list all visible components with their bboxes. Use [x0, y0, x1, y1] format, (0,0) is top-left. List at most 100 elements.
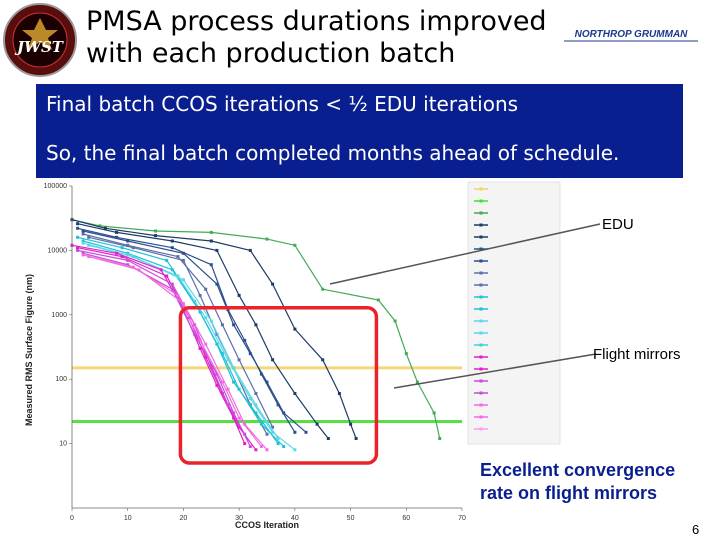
- data-point: [248, 352, 252, 356]
- data-point: [204, 342, 208, 346]
- data-point: [254, 323, 258, 327]
- data-point: [103, 226, 107, 230]
- legend-marker: [479, 331, 483, 335]
- data-point: [159, 268, 163, 272]
- data-point: [87, 243, 91, 247]
- data-point: [209, 319, 213, 323]
- x-tick-label: 40: [291, 515, 299, 522]
- data-point: [226, 403, 230, 407]
- legend-marker: [479, 379, 483, 383]
- data-point: [438, 437, 442, 440]
- data-point: [170, 282, 174, 286]
- data-point: [176, 255, 180, 259]
- data-point: [265, 237, 269, 241]
- data-point: [181, 251, 185, 255]
- data-point: [248, 248, 252, 252]
- legend-marker: [479, 271, 483, 275]
- flight-mirror-highlight-box: [178, 305, 379, 465]
- data-point: [248, 397, 252, 401]
- legend-marker: [479, 247, 483, 251]
- data-point: [237, 293, 241, 297]
- data-point: [81, 232, 85, 236]
- data-point: [87, 255, 91, 259]
- data-point: [209, 263, 213, 267]
- y-tick-label: 10: [59, 441, 67, 448]
- data-point: [209, 364, 213, 368]
- logo-text: JWST: [14, 38, 65, 56]
- chart-svg: 0 10 20 30 40 50 60 70 100000 10000 1000 100 10 CCOS…: [24, 181, 601, 530]
- legend-marker: [479, 295, 483, 299]
- series-line: [88, 236, 268, 435]
- data-point: [265, 448, 269, 452]
- legend-marker: [479, 319, 483, 323]
- data-point: [115, 230, 119, 234]
- convergence-chart: 0 10 20 30 40 50 60 70 100000 10000 1000 100 10 CCOS…: [0, 178, 720, 540]
- data-point: [282, 411, 286, 415]
- data-point: [376, 298, 380, 302]
- data-point: [265, 432, 269, 436]
- legend-marker: [479, 355, 483, 359]
- data-point: [232, 380, 236, 384]
- data-point: [204, 355, 208, 359]
- x-tick-label: 60: [402, 515, 410, 522]
- banner-line-2: So, the final batch completed months ahe…: [46, 141, 620, 165]
- data-point: [76, 248, 80, 252]
- data-point: [304, 430, 308, 434]
- data-point: [215, 383, 219, 387]
- data-point: [232, 411, 236, 415]
- data-point: [248, 445, 252, 448]
- legend-marker: [479, 211, 483, 215]
- data-point: [321, 358, 325, 362]
- data-point: [204, 316, 208, 320]
- data-point: [170, 268, 174, 272]
- data-point: [198, 293, 202, 297]
- data-point: [81, 239, 85, 243]
- data-point: [215, 372, 219, 376]
- data-point: [220, 352, 224, 356]
- data-point: [87, 235, 91, 239]
- data-point: [81, 229, 85, 233]
- data-point: [154, 229, 158, 233]
- data-point: [232, 416, 236, 420]
- data-point: [254, 411, 258, 415]
- banner-line-1: Final batch CCOS iterations < ½ EDU iter…: [46, 92, 519, 116]
- data-point: [282, 445, 286, 448]
- data-point: [271, 430, 275, 434]
- legend-marker: [479, 415, 483, 419]
- northrop-grumman-logo: NORTHROP GRUMMAN: [560, 25, 702, 45]
- legend-marker: [479, 427, 483, 431]
- x-tick-label: 50: [347, 515, 355, 522]
- jwst-logo: JWST: [2, 2, 78, 78]
- data-point: [337, 392, 341, 395]
- data-point: [393, 319, 397, 323]
- legend-marker: [479, 343, 483, 347]
- data-point: [181, 258, 185, 262]
- data-point: [220, 323, 224, 327]
- data-point: [326, 437, 330, 440]
- data-point: [293, 448, 297, 452]
- data-point: [137, 268, 141, 272]
- data-point: [215, 332, 219, 336]
- data-point: [259, 445, 263, 448]
- data-point: [181, 278, 185, 282]
- summary-banner: Final batch CCOS iterations < ½ EDU iter…: [36, 84, 683, 178]
- data-point: [237, 416, 241, 420]
- data-point: [232, 323, 236, 327]
- legend-marker: [479, 307, 483, 311]
- data-point: [76, 226, 80, 230]
- data-point: [120, 255, 124, 259]
- data-point: [243, 422, 247, 426]
- legend-marker: [479, 259, 483, 263]
- series-line: [77, 223, 329, 439]
- data-point: [176, 293, 180, 297]
- edu-callout-line: [329, 223, 601, 285]
- data-point: [349, 422, 353, 426]
- series-line: [77, 247, 257, 451]
- data-point: [243, 338, 247, 342]
- data-point: [293, 327, 297, 331]
- data-point: [237, 425, 241, 429]
- data-point: [259, 372, 263, 376]
- data-point: [131, 246, 135, 250]
- legend-marker: [479, 403, 483, 407]
- slide-title: PMSA process durations improved with eac…: [86, 6, 547, 70]
